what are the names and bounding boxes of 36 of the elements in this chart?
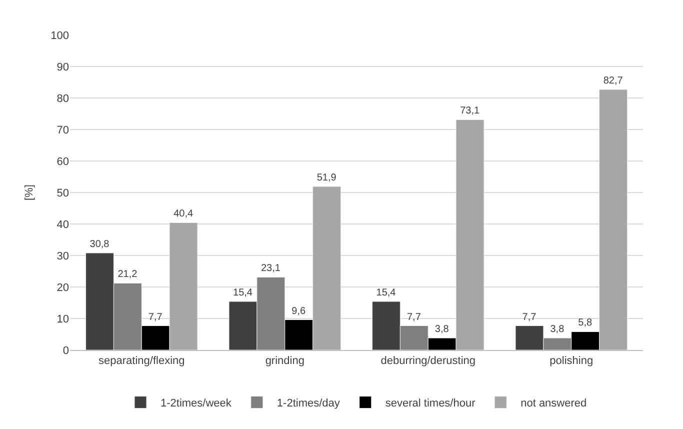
x-tick-label: deburring/derusting [380, 355, 476, 368]
data-label: 9,6 [292, 306, 306, 317]
data-label: 23,1 [260, 263, 281, 274]
y-tick-label: 50 [56, 187, 69, 200]
y-tick-label: 100 [50, 30, 69, 42]
data-label: 3,8 [434, 324, 450, 336]
data-label: 30,8 [90, 238, 110, 250]
data-label: 21,2 [118, 269, 138, 280]
data-label: 82,7 [603, 76, 624, 86]
legend-label: 1-2times/day [276, 398, 340, 410]
y-tick-label: 90 [56, 61, 69, 74]
data-label: 7,7 [148, 312, 163, 323]
legend-label: not answered [520, 398, 587, 410]
y-tick-label: 40 [56, 218, 69, 231]
x-tick-label: polishing [550, 355, 594, 368]
y-axis-title: [%] [23, 184, 36, 200]
data-label: 7,7 [406, 312, 422, 323]
data-label: 51,9 [316, 172, 337, 184]
x-tick-label: separating/flexing [98, 355, 185, 368]
legend-label: several times/hour [385, 398, 476, 410]
data-label: 73,1 [460, 106, 480, 117]
y-tick-label: 70 [56, 124, 69, 136]
data-label: 15,4 [376, 287, 396, 298]
y-tick-label: 30 [56, 250, 69, 262]
x-tick-label: grinding [265, 355, 304, 368]
data-label: 3,8 [550, 324, 565, 336]
legend-label: 1-2times/week [160, 398, 232, 410]
data-label: 15,4 [233, 287, 253, 298]
data-label: 5,8 [578, 318, 593, 329]
y-tick-label: 20 [56, 282, 69, 294]
y-tick-label: 60 [56, 156, 69, 168]
data-label: 7,7 [522, 312, 537, 323]
y-tick-label: 80 [56, 92, 69, 105]
data-label: 40,4 [174, 208, 194, 220]
y-tick-label: 0 [62, 344, 69, 357]
y-tick-label: 10 [56, 313, 69, 326]
